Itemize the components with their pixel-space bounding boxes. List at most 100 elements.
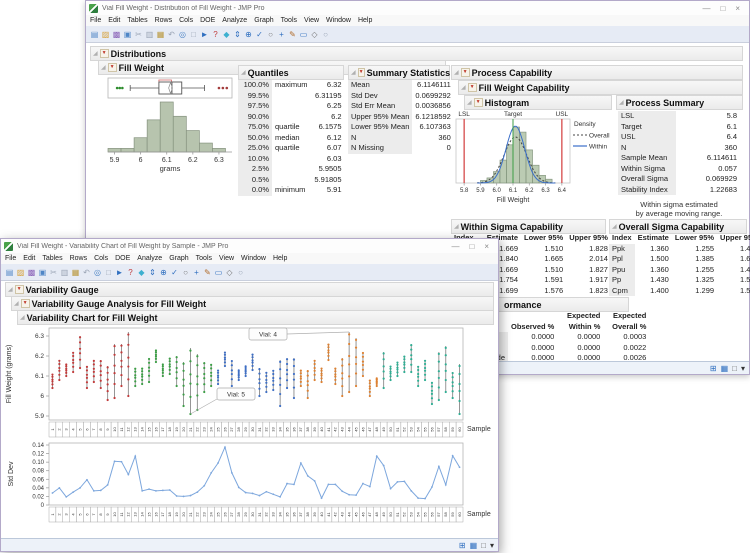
section-header-quantiles[interactable]: ◢ Quantiles: [238, 65, 344, 80]
menu-file[interactable]: File: [90, 17, 102, 24]
disclosure-icon[interactable]: ◢: [20, 315, 25, 321]
red-triangle-menu-icon[interactable]: ▼: [473, 98, 483, 107]
menu-help[interactable]: Help: [272, 255, 288, 262]
cut-icon[interactable]: ✂: [135, 29, 142, 39]
brush-tool-icon[interactable]: ✓: [256, 29, 263, 39]
lasso-tool-icon[interactable]: ○: [268, 29, 273, 39]
menu-view[interactable]: View: [304, 17, 320, 24]
new-data-table-icon[interactable]: ▤: [90, 29, 99, 39]
scroller-tool-icon[interactable]: ⇕: [234, 29, 241, 39]
help-tool-icon[interactable]: ?: [213, 29, 218, 39]
annotate-tool-icon[interactable]: ✎: [289, 29, 296, 39]
copy-icon[interactable]: ▥: [145, 29, 154, 39]
variability-status-bar[interactable]: ⊞ ▦ □ ▾: [1, 538, 498, 551]
red-triangle-menu-icon[interactable]: ▼: [107, 63, 117, 72]
minimize-button[interactable]: —: [451, 241, 460, 251]
menu-doe[interactable]: DOE: [200, 17, 216, 24]
save-icon[interactable]: ▣: [38, 267, 47, 277]
copy-icon[interactable]: ▥: [60, 267, 69, 277]
menu-edit[interactable]: Edit: [23, 255, 36, 262]
disclosure-icon[interactable]: ◢: [454, 224, 459, 230]
annotate-tool-icon[interactable]: ✎: [204, 267, 211, 277]
menu-graph[interactable]: Graph: [169, 255, 189, 262]
data-grid-icon[interactable]: ⊞: [458, 540, 466, 550]
section-header-distributions[interactable]: ◢ ▼ Distributions: [90, 46, 743, 61]
red-triangle-menu-icon[interactable]: ▼: [14, 285, 24, 294]
red-triangle-menu-icon[interactable]: ▼: [99, 49, 109, 58]
menu-tools[interactable]: Tools: [280, 17, 297, 24]
menu-cols[interactable]: Cols: [179, 17, 194, 24]
distribution-titlebar[interactable]: Vial Fill Weight - Distribution of Fill …: [86, 1, 749, 16]
arrow-tool-icon[interactable]: ►: [115, 267, 124, 277]
new-data-table-icon[interactable]: ▤: [5, 267, 14, 277]
menu-file[interactable]: File: [5, 255, 17, 262]
disclosure-icon[interactable]: ◢: [467, 100, 472, 106]
disclosure-icon[interactable]: ◢: [619, 100, 624, 106]
capability-histogram[interactable]: LSL Target USL 5.8 5.9 6.0 6.1 6.2 6.3 6.4 Fill We…: [454, 109, 616, 209]
text-note-icon[interactable]: ▭: [214, 267, 223, 277]
menu-window[interactable]: Window: [241, 255, 266, 262]
red-triangle-menu-icon[interactable]: ▼: [357, 68, 365, 77]
section-header-overall-sigma-capability[interactable]: ◢ Overall Sigma Capability: [609, 219, 747, 234]
menu-doe[interactable]: DOE: [115, 255, 131, 262]
zoom-tool-icon[interactable]: ◎: [94, 267, 101, 277]
open-journal-icon[interactable]: ▩: [112, 29, 121, 39]
region-select-icon[interactable]: □: [106, 267, 111, 277]
disclosure-icon[interactable]: ◢: [351, 70, 356, 76]
text-note-icon[interactable]: ▭: [299, 29, 308, 39]
open-journal-icon[interactable]: ▩: [27, 267, 36, 277]
menu-rows[interactable]: Rows: [69, 255, 88, 262]
brush-tool-icon[interactable]: ✓: [171, 267, 178, 277]
empty-checkbox-icon[interactable]: □: [732, 363, 737, 373]
view-toggle-icon[interactable]: ▦: [469, 540, 478, 550]
magnifier-tool-icon[interactable]: ⊕: [160, 267, 167, 277]
disclosure-icon[interactable]: ◢: [93, 51, 98, 57]
open-icon[interactable]: ▨: [101, 29, 110, 39]
arrow-tool-icon[interactable]: ►: [200, 29, 209, 39]
close-button[interactable]: ×: [735, 3, 740, 13]
red-triangle-menu-icon[interactable]: ▼: [20, 299, 30, 308]
fill-weight-histogram-boxplot[interactable]: 5.9 6 6.1 6.2 6.3 grams: [101, 74, 241, 174]
menu-tables[interactable]: Tables: [42, 255, 63, 262]
scroller-tool-icon[interactable]: ⇕: [149, 267, 156, 277]
paste-icon[interactable]: ▦: [156, 29, 165, 39]
menu-cols[interactable]: Cols: [94, 255, 109, 262]
undo-icon[interactable]: ↶: [83, 267, 90, 277]
close-button[interactable]: ×: [484, 241, 489, 251]
help-tool-icon[interactable]: ?: [128, 267, 133, 277]
menu-analyze[interactable]: Analyze: [222, 17, 248, 24]
dropdown-arrow-icon[interactable]: ▾: [489, 540, 494, 550]
grabber-tool-icon[interactable]: ◆: [223, 29, 230, 39]
shape-tool-icon[interactable]: ◇: [311, 29, 318, 39]
bubble-tool-icon[interactable]: ○: [238, 267, 243, 277]
paste-icon[interactable]: ▦: [71, 267, 80, 277]
cut-icon[interactable]: ✂: [50, 267, 57, 277]
crosshair-tool-icon[interactable]: +: [194, 267, 199, 277]
section-header-fill-weight-capability[interactable]: ◢ ▼ Fill Weight Capability: [458, 80, 743, 95]
menu-view[interactable]: View: [219, 255, 235, 262]
section-header-summary-statistics[interactable]: ◢ ▼ Summary Statistics: [348, 65, 450, 80]
menu-analyze[interactable]: Analyze: [137, 255, 163, 262]
menu-window[interactable]: Window: [326, 17, 351, 24]
menu-tools[interactable]: Tools: [195, 255, 212, 262]
disclosure-icon[interactable]: ◢: [454, 70, 459, 76]
maximize-button[interactable]: □: [469, 241, 475, 251]
bubble-tool-icon[interactable]: ○: [323, 29, 328, 39]
section-header-variability-gauge[interactable]: ◢ ▼ Variability Gauge: [5, 282, 494, 297]
save-icon[interactable]: ▣: [123, 29, 132, 39]
data-grid-icon[interactable]: ⊞: [709, 363, 717, 373]
open-icon[interactable]: ▨: [16, 267, 25, 277]
undo-icon[interactable]: ↶: [168, 29, 175, 39]
red-triangle-menu-icon[interactable]: ▼: [460, 68, 470, 77]
minimize-button[interactable]: —: [702, 3, 711, 13]
menu-rows[interactable]: Rows: [154, 17, 173, 24]
disclosure-icon[interactable]: ◢: [461, 85, 466, 91]
dropdown-arrow-icon[interactable]: ▾: [740, 363, 745, 373]
region-select-icon[interactable]: □: [191, 29, 196, 39]
zoom-tool-icon[interactable]: ◎: [179, 29, 186, 39]
red-triangle-menu-icon[interactable]: ▼: [467, 83, 477, 92]
disclosure-icon[interactable]: ◢: [14, 301, 19, 307]
disclosure-icon[interactable]: ◢: [612, 224, 617, 230]
